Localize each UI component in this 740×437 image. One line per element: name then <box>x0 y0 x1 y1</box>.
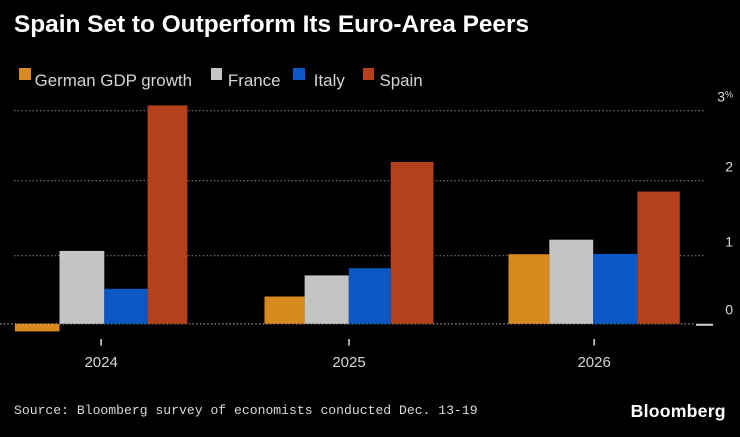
svg-text:3%: 3% <box>717 89 733 105</box>
svg-text:2: 2 <box>725 159 733 175</box>
svg-text:0: 0 <box>725 302 733 318</box>
svg-text:2026: 2026 <box>577 354 610 371</box>
svg-text:1: 1 <box>725 234 733 250</box>
svg-text:2024: 2024 <box>84 354 117 371</box>
svg-text:2025: 2025 <box>332 354 365 371</box>
